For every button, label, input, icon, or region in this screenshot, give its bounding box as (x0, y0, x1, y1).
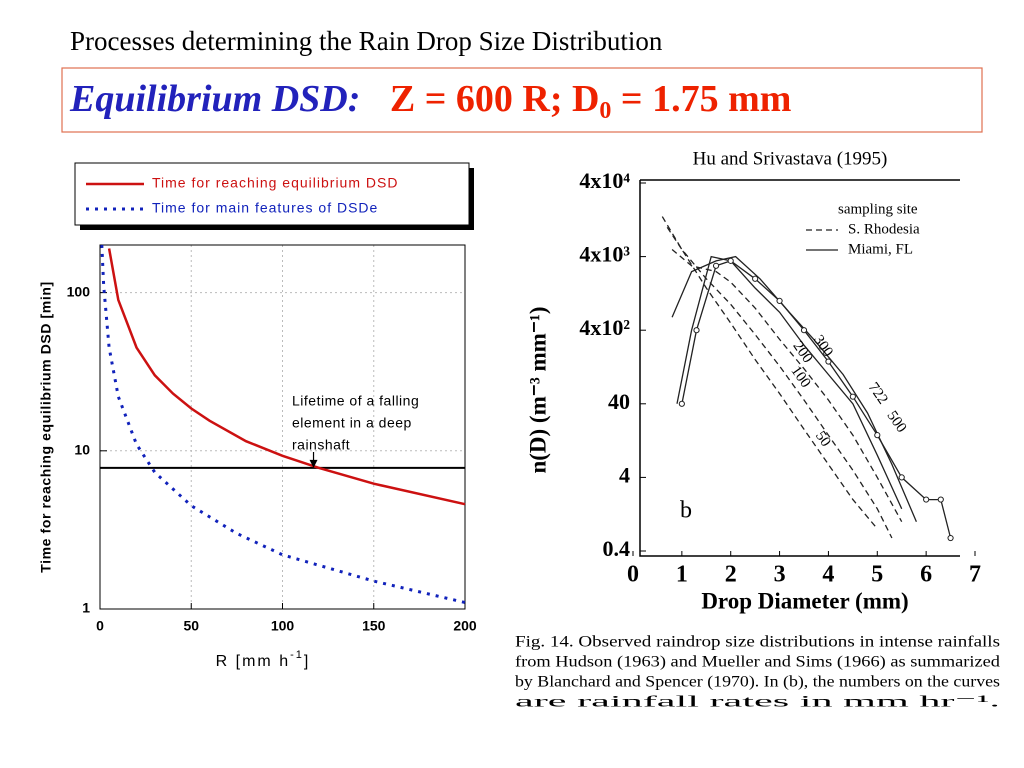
x-tick-label: 5 (871, 562, 883, 588)
credit: Hu and Srivastava (1995) (693, 148, 888, 169)
annotation-text: Lifetime of a falling (292, 393, 419, 409)
headline-label: Equilibrium DSD: (69, 78, 360, 120)
series-line (107, 248, 466, 506)
x-label-sup: -1 (290, 649, 304, 661)
headline: Equilibrium DSD: Z = 600 R; D0 = 1.75 mm (69, 78, 791, 124)
legend-box (74, 162, 470, 226)
x-tick-label: 0 (96, 618, 104, 634)
slide-heading: Processes determining the Rain Drop Size… (70, 26, 663, 56)
series-marker (923, 496, 930, 503)
series-marker (727, 257, 734, 264)
series-line (671, 249, 903, 523)
series-line (666, 226, 893, 539)
series-line (681, 260, 952, 539)
x-tick-label: 150 (362, 618, 386, 634)
panel-letter: b (680, 498, 692, 524)
series-line (100, 244, 466, 604)
legend-label: Time for main features of DSDe (152, 200, 378, 216)
headline-formula: Z = 600 R; D (390, 78, 600, 120)
x-tick-label: 1 (676, 562, 688, 588)
series-marker (752, 275, 759, 282)
series-marker (776, 297, 783, 305)
x-tick-label: 6 (920, 562, 932, 588)
x-tick-label: 2 (725, 562, 737, 588)
arrow-head (309, 459, 318, 468)
series-marker (693, 327, 700, 334)
annotation-text: rainshaft (292, 437, 350, 453)
series-line (676, 255, 903, 510)
x-tick-label: 200 (453, 618, 477, 634)
x-label-text: R [mm h (216, 653, 290, 670)
x-tick-label: 4 (822, 562, 834, 588)
series-marker (849, 393, 856, 400)
headline-subscript: 0 (599, 98, 611, 124)
caption-line: Fig. 14. Observed raindrop size distribu… (515, 634, 1000, 651)
headline-rest: = 1.75 mm (611, 78, 791, 120)
legend-label: S. Rhodesia (848, 221, 920, 237)
series-marker (678, 400, 685, 407)
y-tick-label: 40 (608, 389, 630, 414)
caption-line: by Blanchard and Spencer (1970). In (b),… (515, 674, 1000, 691)
series-marker (874, 432, 881, 439)
y-tick-label: 0.4 (603, 536, 631, 561)
curve-label: 100 (787, 363, 813, 391)
x-tick-label: 0 (627, 562, 639, 588)
curve-label: 50 (812, 428, 834, 449)
x-tick-label: 100 (271, 618, 295, 634)
y-tick-label: 4x10³ (579, 242, 630, 267)
series-marker (800, 327, 808, 334)
y-tick-label: 100 (67, 283, 91, 299)
y-axis-label: n(D) (m⁻³ mm⁻¹) (525, 306, 550, 473)
series-marker (947, 534, 954, 542)
plot-frame (99, 244, 466, 610)
x-axis-label: Drop Diameter (mm) (701, 588, 908, 613)
x-label-end: ] (304, 653, 310, 670)
headline-box (61, 67, 983, 133)
y-tick-label: 4x10² (579, 315, 630, 340)
y-tick-label: 4 (619, 462, 630, 487)
series-marker (898, 474, 905, 481)
y-tick-label: 1 (82, 600, 90, 616)
legend-title: sampling site (838, 201, 918, 217)
legend-label: Time for reaching equilibrium DSD (152, 175, 398, 191)
curve-label: 500 (883, 408, 909, 436)
curve-label: 722 (865, 380, 891, 408)
x-tick-label: 7 (969, 562, 981, 588)
plot-frame (639, 179, 960, 557)
y-tick-label: 10 (74, 442, 90, 458)
x-tick-label: 50 (183, 618, 199, 634)
x-axis-label: R [mm h-1] (216, 649, 311, 670)
caption-line: are rainfall rates in mm hr⁻¹. (515, 694, 1000, 711)
series-marker (712, 262, 720, 269)
x-tick-label: 3 (774, 562, 786, 588)
legend-label: Miami, FL (848, 241, 913, 257)
caption-line: from Hudson (1963) and Mueller and Sims … (515, 654, 1000, 671)
y-axis-label: Time for reaching equilibrium DSD [min] (38, 281, 54, 573)
y-tick-label: 4x10⁴ (579, 168, 630, 193)
annotation-text: element in a deep (292, 415, 412, 431)
series-marker (937, 496, 944, 503)
series-line (661, 216, 878, 530)
series-marker (825, 358, 832, 365)
